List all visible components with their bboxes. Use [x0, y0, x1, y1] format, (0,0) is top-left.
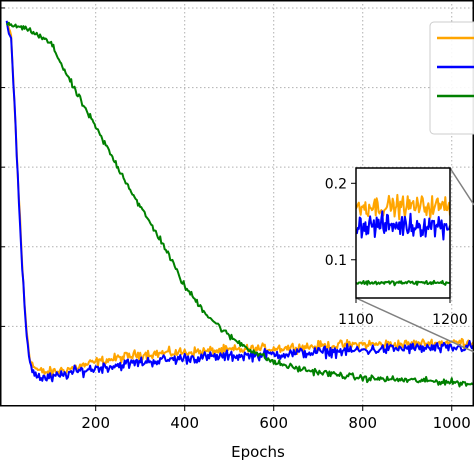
x-tick-label: 200	[81, 414, 110, 432]
inset-frame	[355, 167, 451, 299]
grid	[0, 0, 474, 406]
zoom-connector-top	[449, 167, 474, 206]
x-tick-label: 400	[170, 414, 199, 432]
legend	[429, 21, 474, 135]
inset-series-line-2	[356, 210, 450, 241]
inset-series-line-1	[356, 193, 450, 221]
x-tick-label: 800	[348, 414, 377, 432]
inset-x-tick-label: 1200	[432, 312, 468, 328]
x-axis-label: Epochs	[231, 443, 285, 461]
zoom-connectors	[355, 167, 474, 353]
series-line-3	[5, 21, 474, 388]
axes: 200 400 600 800 1000	[0, 0, 474, 432]
zoom-connector-bottom	[355, 297, 474, 353]
x-tick-label: 1000	[433, 414, 471, 432]
inset-series-line-3	[356, 279, 450, 287]
inset-y-tick-label: 0.1	[325, 253, 347, 269]
inset-series-group	[356, 168, 450, 298]
x-tick-label: 600	[259, 414, 288, 432]
series-group	[5, 20, 474, 388]
inset-x-tick-label: 1100	[338, 312, 374, 328]
legend-box	[429, 21, 474, 135]
inset-chart: 0.1 0.2 1100 1200	[325, 167, 468, 328]
series-line-2	[5, 20, 474, 383]
inset-y-tick-label: 0.2	[325, 176, 347, 192]
